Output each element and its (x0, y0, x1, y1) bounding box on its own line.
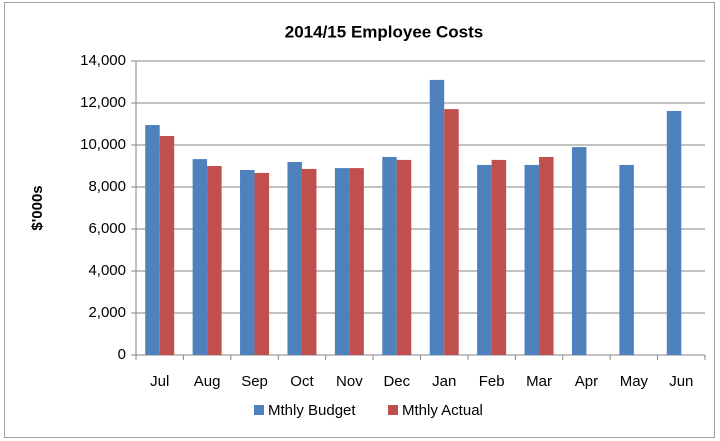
y-tick-label: 12,000 (80, 94, 126, 111)
legend-label: Mthly Budget (268, 402, 356, 419)
bar (571, 147, 587, 355)
legend-swatch (388, 405, 398, 415)
x-tick-label: Feb (479, 373, 505, 390)
bar (159, 135, 175, 355)
bar (254, 172, 270, 355)
x-tick-label: Jun (669, 373, 693, 390)
x-tick-label: Sep (241, 373, 268, 390)
bar (429, 79, 445, 356)
bar (524, 164, 540, 355)
x-tick-label: Jan (432, 373, 456, 390)
x-tick-label: Nov (336, 373, 363, 390)
bar (539, 156, 554, 355)
bar (491, 159, 507, 355)
x-tick-label: May (620, 373, 649, 390)
bar (477, 164, 492, 355)
x-tick-label: Jul (150, 373, 169, 390)
chart-title: 2014/15 Employee Costs (285, 22, 483, 41)
bar (619, 164, 634, 355)
bar (145, 125, 160, 355)
y-tick-label: 0 (118, 346, 126, 363)
y-tick-label: 10,000 (80, 136, 126, 153)
x-tick-label: Aug (194, 373, 221, 390)
bar (396, 159, 412, 355)
bar (192, 159, 208, 355)
bar (301, 168, 317, 355)
bar (666, 110, 682, 355)
bar (444, 109, 459, 355)
bar (334, 168, 350, 355)
bar (207, 166, 222, 355)
y-tick-label: 4,000 (88, 262, 126, 279)
bar (349, 168, 364, 355)
y-tick-label: 14,000 (80, 52, 126, 69)
bar (382, 156, 397, 355)
x-tick-label: Mar (526, 373, 552, 390)
y-tick-label: 8,000 (88, 178, 126, 195)
bar (240, 169, 255, 355)
y-tick-label: 2,000 (88, 304, 126, 321)
legend-label: Mthly Actual (402, 402, 483, 419)
bar (287, 162, 302, 355)
x-tick-label: Apr (575, 373, 598, 390)
y-axis-label: $'000s (29, 185, 46, 230)
x-tick-label: Oct (290, 373, 314, 390)
legend-swatch (254, 405, 264, 415)
x-tick-label: Dec (383, 373, 410, 390)
y-tick-label: 6,000 (88, 220, 126, 237)
